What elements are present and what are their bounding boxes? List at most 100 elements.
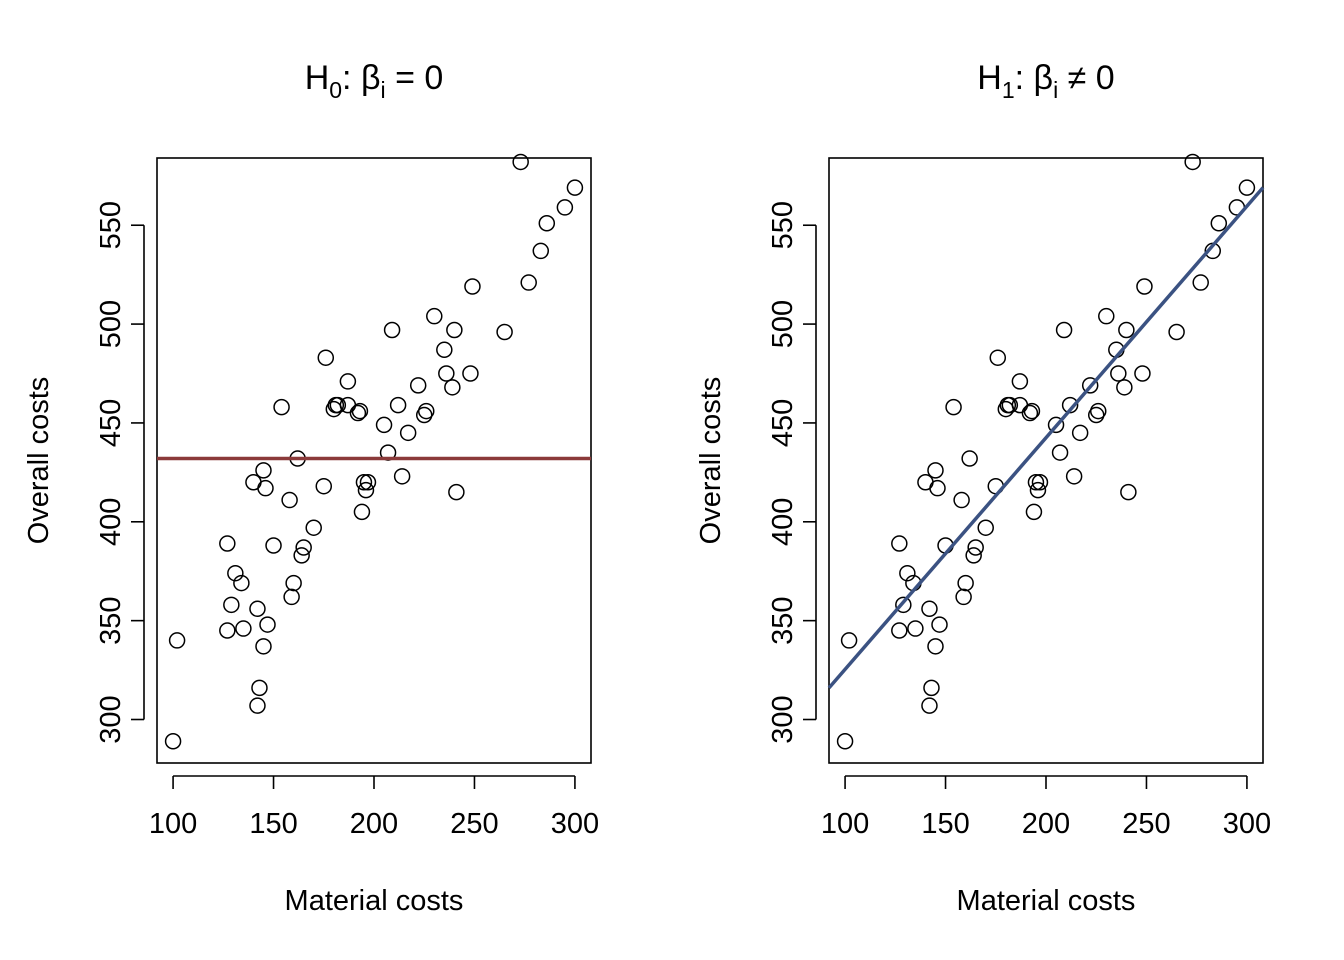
- data-point: [426, 307, 443, 325]
- data-point: [1110, 365, 1127, 382]
- data-point: [1238, 179, 1256, 196]
- data-point: [359, 473, 377, 491]
- data-point: [921, 697, 938, 714]
- data-point: [929, 479, 946, 497]
- y-axis-label: Overall costs: [23, 377, 55, 545]
- data-point: [265, 537, 282, 554]
- data-point: [351, 402, 369, 420]
- data-point: [1025, 503, 1043, 521]
- data-point: [357, 481, 375, 499]
- data-point: [219, 622, 236, 639]
- data-point: [961, 450, 978, 467]
- data-point: [512, 153, 529, 171]
- data-point: [566, 179, 584, 196]
- data-point: [1081, 377, 1099, 394]
- data-point: [1089, 402, 1107, 420]
- title-part-tail: = 0: [386, 59, 444, 97]
- title-part-main: H: [977, 59, 1002, 97]
- y-tick-label: 450: [95, 399, 127, 447]
- data-point: [168, 632, 186, 649]
- chart-title: H0: βi = 0: [305, 59, 444, 103]
- data-point: [417, 402, 435, 420]
- data-point: [249, 600, 266, 618]
- x-axis-label: Material costs: [957, 885, 1136, 917]
- plot-frame: [156, 157, 592, 764]
- y-axis-label: Overall costs: [695, 377, 727, 545]
- data-point: [1011, 373, 1029, 390]
- data-point: [955, 588, 972, 606]
- data-point: [255, 638, 272, 655]
- data-point: [349, 404, 367, 422]
- data-point: [496, 323, 513, 341]
- data-point: [921, 600, 938, 618]
- data-point: [389, 396, 407, 414]
- data-point: [464, 278, 481, 295]
- y-tick-label: 550: [767, 201, 799, 249]
- title-part-sub2: i: [381, 77, 386, 103]
- data-point: [438, 365, 455, 382]
- data-point: [891, 535, 908, 552]
- regression-line: [827, 186, 1265, 690]
- data-point: [399, 424, 417, 442]
- data-point: [1021, 404, 1039, 422]
- data-point: [164, 733, 182, 750]
- x-tick-label: 100: [821, 808, 869, 840]
- data-point: [375, 416, 393, 434]
- y-tick-label: 300: [95, 695, 127, 743]
- title-part-sub2: i: [1053, 77, 1058, 103]
- data-point: [259, 616, 276, 633]
- data-point: [1192, 274, 1209, 291]
- data-point: [977, 519, 994, 536]
- y-tick-label: 350: [95, 596, 127, 644]
- data-point: [840, 632, 858, 649]
- data-point: [927, 638, 944, 655]
- data-point: [257, 479, 274, 497]
- x-tick-label: 300: [1223, 808, 1271, 840]
- data-point: [462, 365, 479, 382]
- data-point: [393, 468, 411, 485]
- data-point: [219, 535, 236, 552]
- data-point: [273, 398, 290, 416]
- data-point: [233, 574, 250, 592]
- data-point: [1134, 365, 1151, 382]
- data-point: [255, 462, 272, 479]
- data-point: [448, 483, 465, 501]
- data-point: [556, 199, 574, 216]
- data-point: [1210, 214, 1228, 232]
- y-tick-label: 500: [95, 300, 127, 348]
- data-point: [295, 539, 312, 556]
- data-point: [965, 547, 982, 564]
- x-tick-label: 200: [1022, 808, 1070, 840]
- x-tick-label: 150: [249, 808, 297, 840]
- data-point: [355, 473, 373, 491]
- data-point: [305, 519, 322, 536]
- data-point: [895, 596, 912, 614]
- data-point: [383, 321, 401, 339]
- data-point: [945, 398, 962, 416]
- data-point: [1051, 444, 1069, 461]
- data-point: [927, 462, 944, 479]
- data-point: [1065, 468, 1083, 485]
- data-point: [989, 349, 1007, 366]
- data-point: [520, 274, 537, 291]
- title-part-sub: 1: [1002, 77, 1015, 103]
- data-point: [1136, 278, 1153, 295]
- data-point: [1031, 473, 1049, 491]
- data-point: [899, 564, 916, 582]
- x-tick-label: 150: [921, 808, 969, 840]
- data-point: [1098, 307, 1115, 325]
- x-tick-label: 200: [350, 808, 398, 840]
- data-point: [931, 616, 948, 633]
- data-point: [907, 620, 924, 637]
- y-tick-label: 550: [95, 201, 127, 249]
- title-part-rest: : β: [1015, 59, 1053, 97]
- data-point: [891, 622, 908, 639]
- title-part-tail: ≠ 0: [1058, 59, 1114, 97]
- data-point: [329, 396, 347, 414]
- data-point: [953, 491, 970, 509]
- data-point: [293, 547, 310, 564]
- data-point: [1120, 483, 1137, 501]
- y-tick-label: 500: [767, 300, 799, 348]
- data-point: [957, 574, 974, 592]
